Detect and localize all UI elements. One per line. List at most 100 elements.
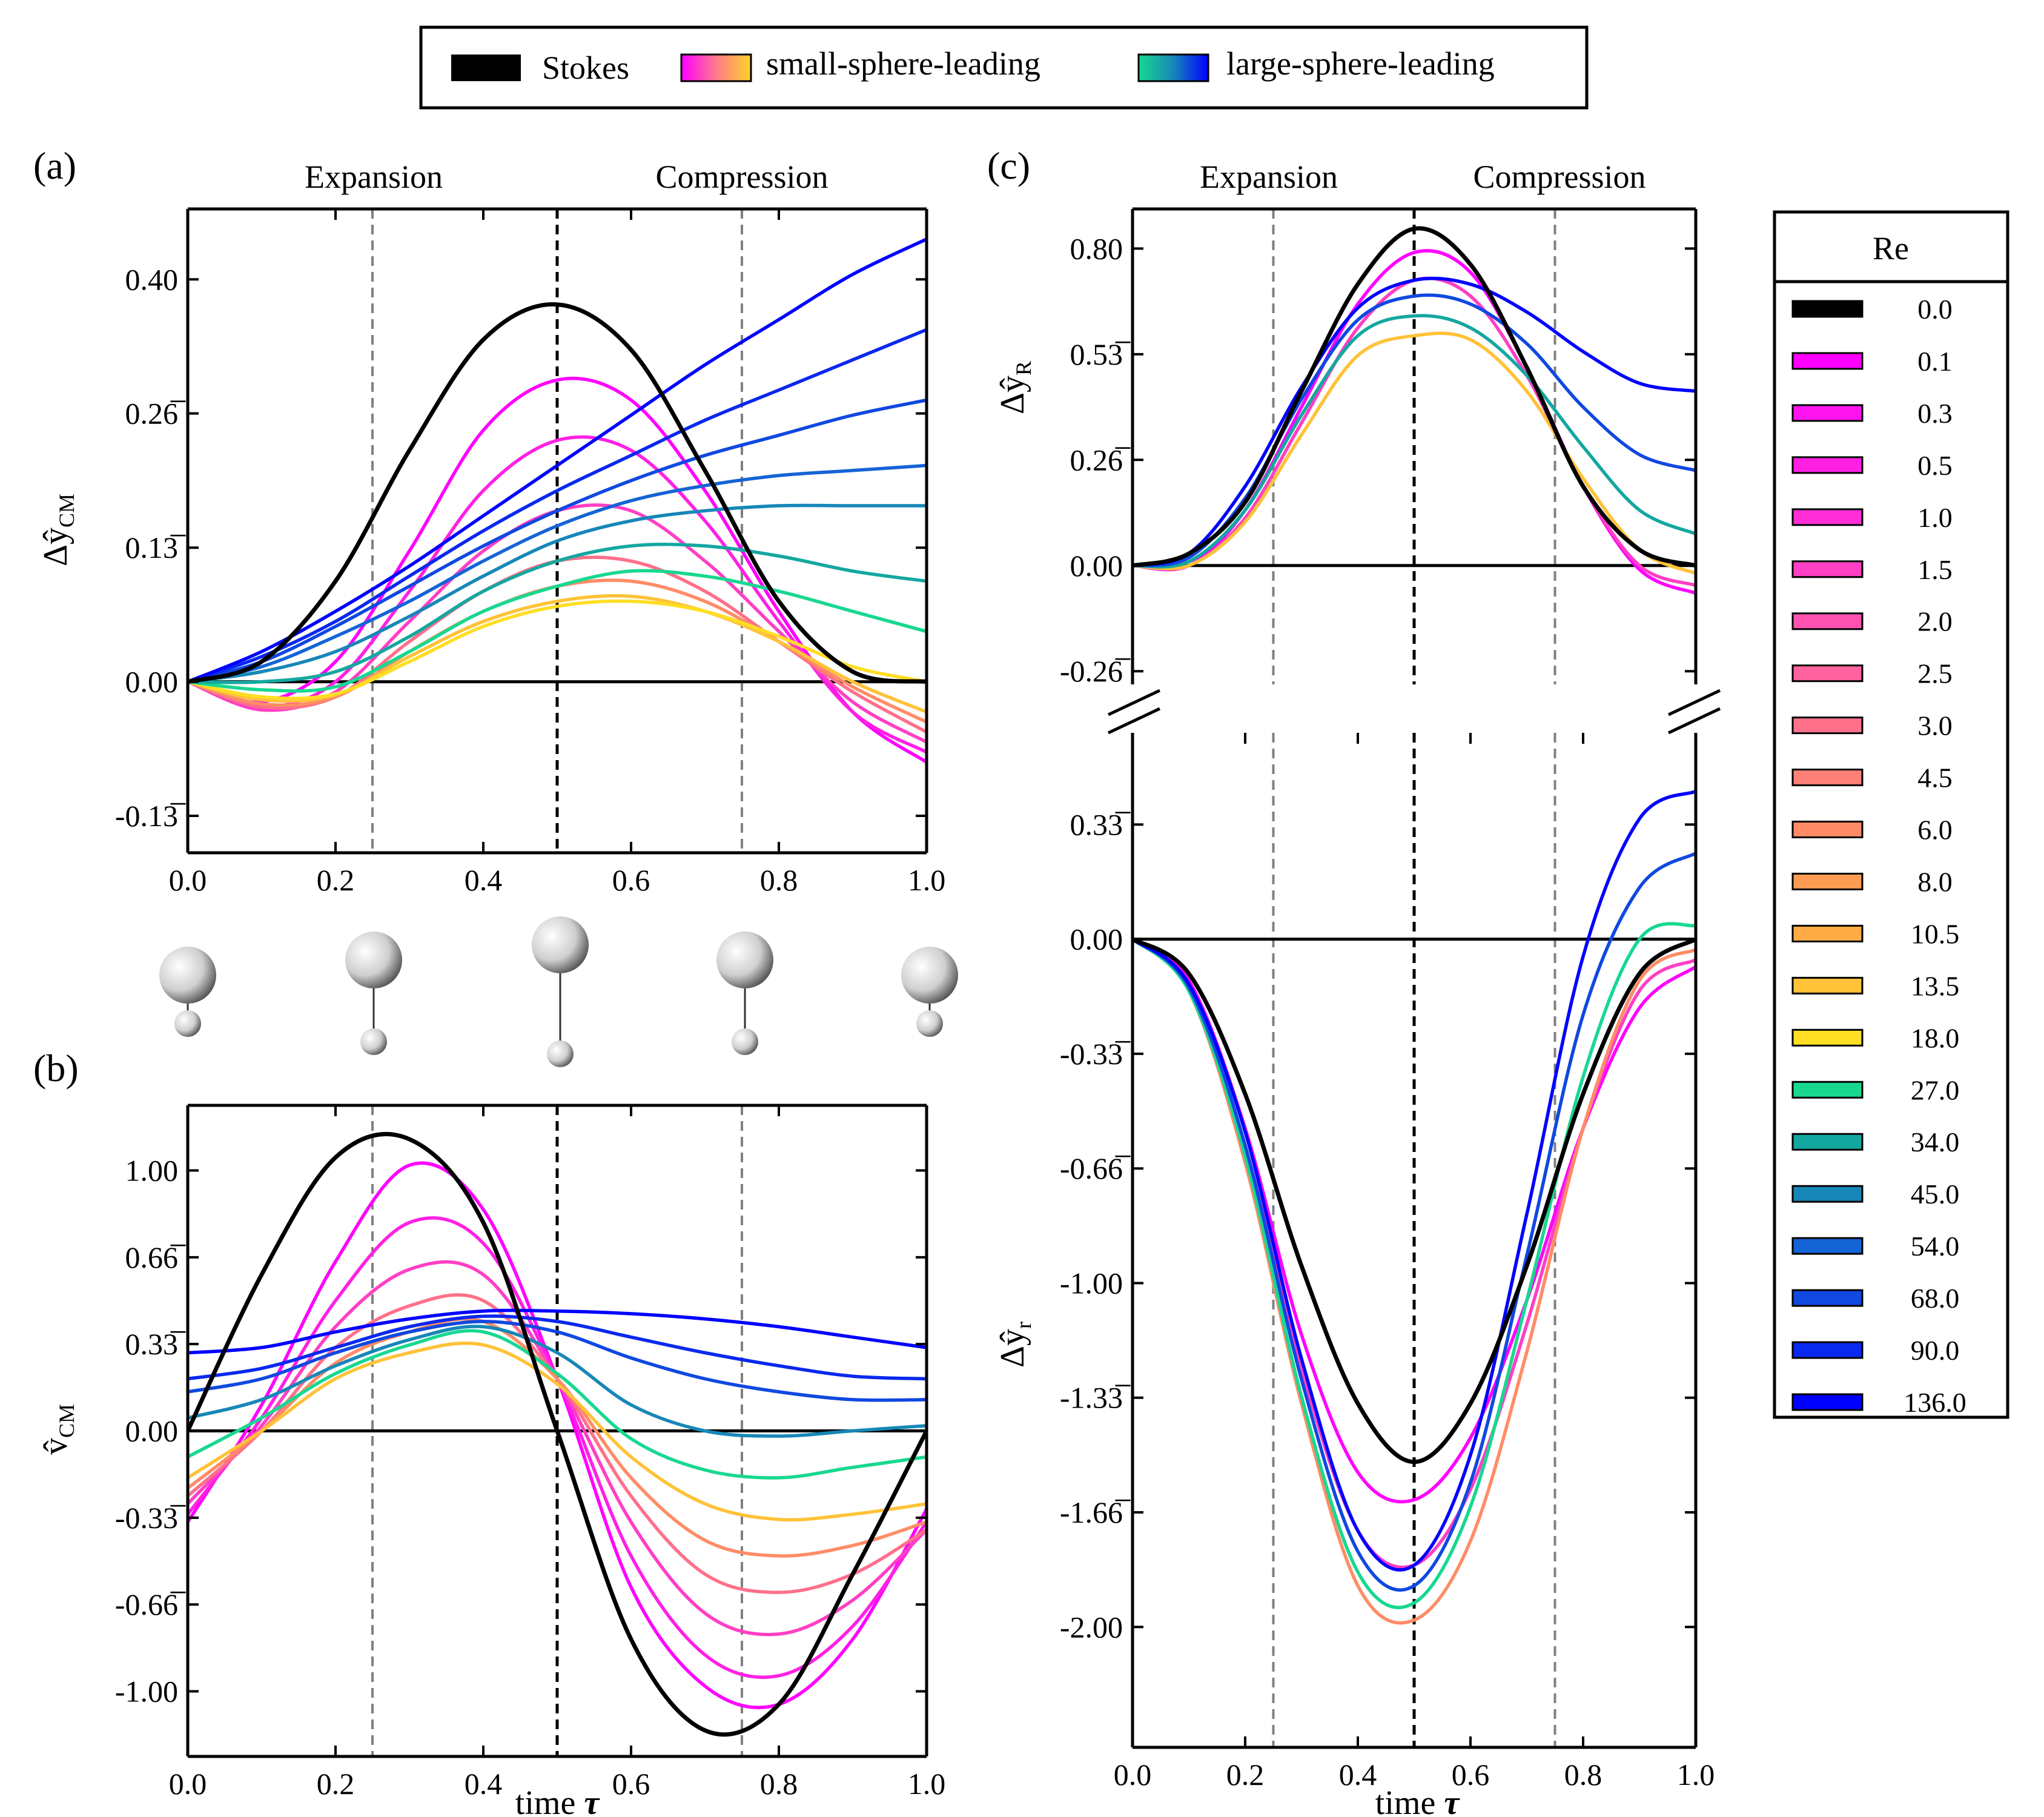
- series-line-re-0_0: [1133, 226, 1696, 568]
- y-tick-label: 0.53̅: [1070, 337, 1131, 371]
- legend-stokes-swatch: [451, 55, 521, 81]
- y-tick-label: 0.80: [1070, 231, 1123, 265]
- series-line-re-68_0: [1133, 293, 1696, 568]
- re-legend-swatch: [1791, 1028, 1864, 1047]
- series-line-re-68_0: [188, 398, 927, 684]
- x-tick-label: 0.0: [1114, 1758, 1152, 1792]
- x-tick-label: 0.4: [465, 863, 503, 897]
- series-line-re-136_0: [188, 1308, 927, 1355]
- axis-label-b-x: time τ: [515, 1784, 601, 1817]
- re-legend-row: 54.0: [1791, 1231, 1960, 1262]
- legend-small-label: small-sphere-leading: [766, 45, 1040, 82]
- small-sphere: [547, 1041, 574, 1067]
- y-tick-label: -1.33̅: [1060, 1381, 1131, 1415]
- y-tick-label: 0.13̅: [125, 531, 187, 564]
- legend-stokes-label: Stokes: [542, 50, 629, 86]
- series-line-re-90_0: [188, 1314, 927, 1381]
- re-legend-value: 1.5: [1917, 554, 1953, 585]
- re-legend-row: 18.0: [1791, 1022, 1960, 1053]
- large-sphere: [716, 932, 773, 988]
- re-legend: Re 0.0 0.1 0.3 0.5 1.0 1.5 2.0 2.5 3.0 4.5 6.0 8.0 1…: [1773, 210, 2009, 1419]
- re-legend-row: 136.0: [1791, 1387, 1966, 1418]
- re-legend-value: 90.0: [1911, 1335, 1960, 1366]
- re-legend-value: 0.3: [1917, 398, 1953, 429]
- axis-label-b-y: v̂CM: [37, 1404, 79, 1455]
- re-legend-value: 0.1: [1917, 346, 1953, 377]
- x-tick-label: 0.6: [612, 1767, 650, 1801]
- series-line-re-0_0: [188, 302, 927, 684]
- x-tick-label: 0.2: [317, 863, 355, 897]
- series-line-re-68_0: [1133, 852, 1696, 1592]
- re-legend-row: 68.0: [1791, 1283, 1960, 1314]
- y-tick-label: 0.00: [1070, 549, 1123, 583]
- re-legend-value: 6.0: [1917, 815, 1953, 846]
- series-line-re-6_0: [188, 1317, 927, 1558]
- re-legend-row: 34.0: [1791, 1127, 1960, 1157]
- re-legend-value: 8.0: [1917, 866, 1953, 897]
- re-legend-swatch: [1791, 612, 1864, 630]
- x-tick-label: 0.6: [1452, 1758, 1490, 1792]
- re-legend-swatch: [1791, 1289, 1864, 1307]
- re-legend-swatch: [1791, 872, 1864, 890]
- y-tick-label: -0.13̅: [115, 799, 186, 833]
- re-legend-swatch: [1791, 1393, 1864, 1411]
- x-tick-label: 0.8: [760, 1767, 798, 1801]
- re-legend-swatch: [1791, 1237, 1864, 1255]
- series-line-re-34_0: [1133, 314, 1696, 569]
- y-tick-label: 0.00: [125, 665, 179, 699]
- x-tick-label: 0.0: [169, 863, 207, 897]
- series-line-re-27_0: [188, 1329, 927, 1480]
- panel-label-b: (b): [33, 1047, 79, 1090]
- re-legend-value: 2.0: [1917, 606, 1953, 637]
- x-tick-label: 0.2: [1226, 1758, 1265, 1792]
- series-line-re-136_0: [188, 237, 927, 684]
- dumbbell-0: [159, 947, 216, 1037]
- large-sphere: [532, 916, 589, 973]
- re-legend-row: 2.5: [1791, 658, 1953, 689]
- re-legend-value: 27.0: [1911, 1074, 1960, 1105]
- re-legend-swatch: [1791, 508, 1864, 526]
- re-legend-value: 54.0: [1911, 1231, 1960, 1262]
- re-legend-swatch: [1791, 1185, 1864, 1203]
- re-legend-row: 3.0: [1791, 710, 1953, 741]
- x-tick-label: 0.0: [169, 1767, 207, 1801]
- re-legend-value: 45.0: [1911, 1179, 1960, 1210]
- re-legend-value: 10.5: [1911, 918, 1960, 949]
- re-legend-value: 3.0: [1917, 710, 1953, 741]
- x-tick-label: 0.6: [612, 863, 650, 897]
- y-tick-label: -0.33̅: [115, 1501, 186, 1535]
- re-legend-frame: [1773, 210, 2009, 1419]
- x-tick-label: 1.0: [1677, 1758, 1715, 1792]
- dumbbell-075: [716, 932, 773, 1055]
- y-tick-label: -0.66̅: [1060, 1151, 1131, 1185]
- y-tick-label: 0.00: [1070, 922, 1123, 956]
- top-legend-frame: [419, 25, 1589, 110]
- large-sphere: [901, 947, 958, 1004]
- phase-expansion-c: Expansion: [1200, 159, 1338, 195]
- large-sphere: [159, 947, 216, 1004]
- series-line-re-136_0: [1133, 789, 1696, 1572]
- x-tick-label: 0.8: [760, 863, 798, 897]
- y-tick-label: -2.00: [1060, 1610, 1123, 1644]
- series-line-re-13_5: [188, 594, 927, 714]
- re-legend-row: 2.0: [1791, 606, 1953, 637]
- y-tick-label: -0.66̅: [115, 1587, 186, 1621]
- re-legend-row: 10.5: [1791, 918, 1960, 949]
- legend-large-swatch: [1137, 53, 1209, 82]
- series-line-re-0_0: [1133, 937, 1696, 1465]
- re-legend-value: 34.0: [1911, 1127, 1960, 1157]
- axis-label-c-x: time τ: [1375, 1784, 1461, 1817]
- x-tick-label: 1.0: [908, 863, 946, 897]
- y-tick-label: -1.00: [1060, 1266, 1123, 1300]
- re-legend-row: 45.0: [1791, 1179, 1960, 1210]
- re-legend-value: 68.0: [1911, 1283, 1960, 1314]
- re-legend-swatch: [1791, 664, 1864, 683]
- re-legend-row: 0.5: [1791, 450, 1953, 481]
- top-legend: Stokes small-sphere-leading large-sphere…: [419, 25, 1589, 110]
- re-legend-value: 0.5: [1917, 450, 1953, 481]
- dumbbell-025: [345, 932, 402, 1055]
- re-legend-value: 18.0: [1911, 1022, 1960, 1053]
- y-tick-label: 0.00: [125, 1414, 179, 1448]
- y-tick-label: 1.00: [125, 1154, 179, 1188]
- re-legend-value: 4.5: [1917, 763, 1953, 793]
